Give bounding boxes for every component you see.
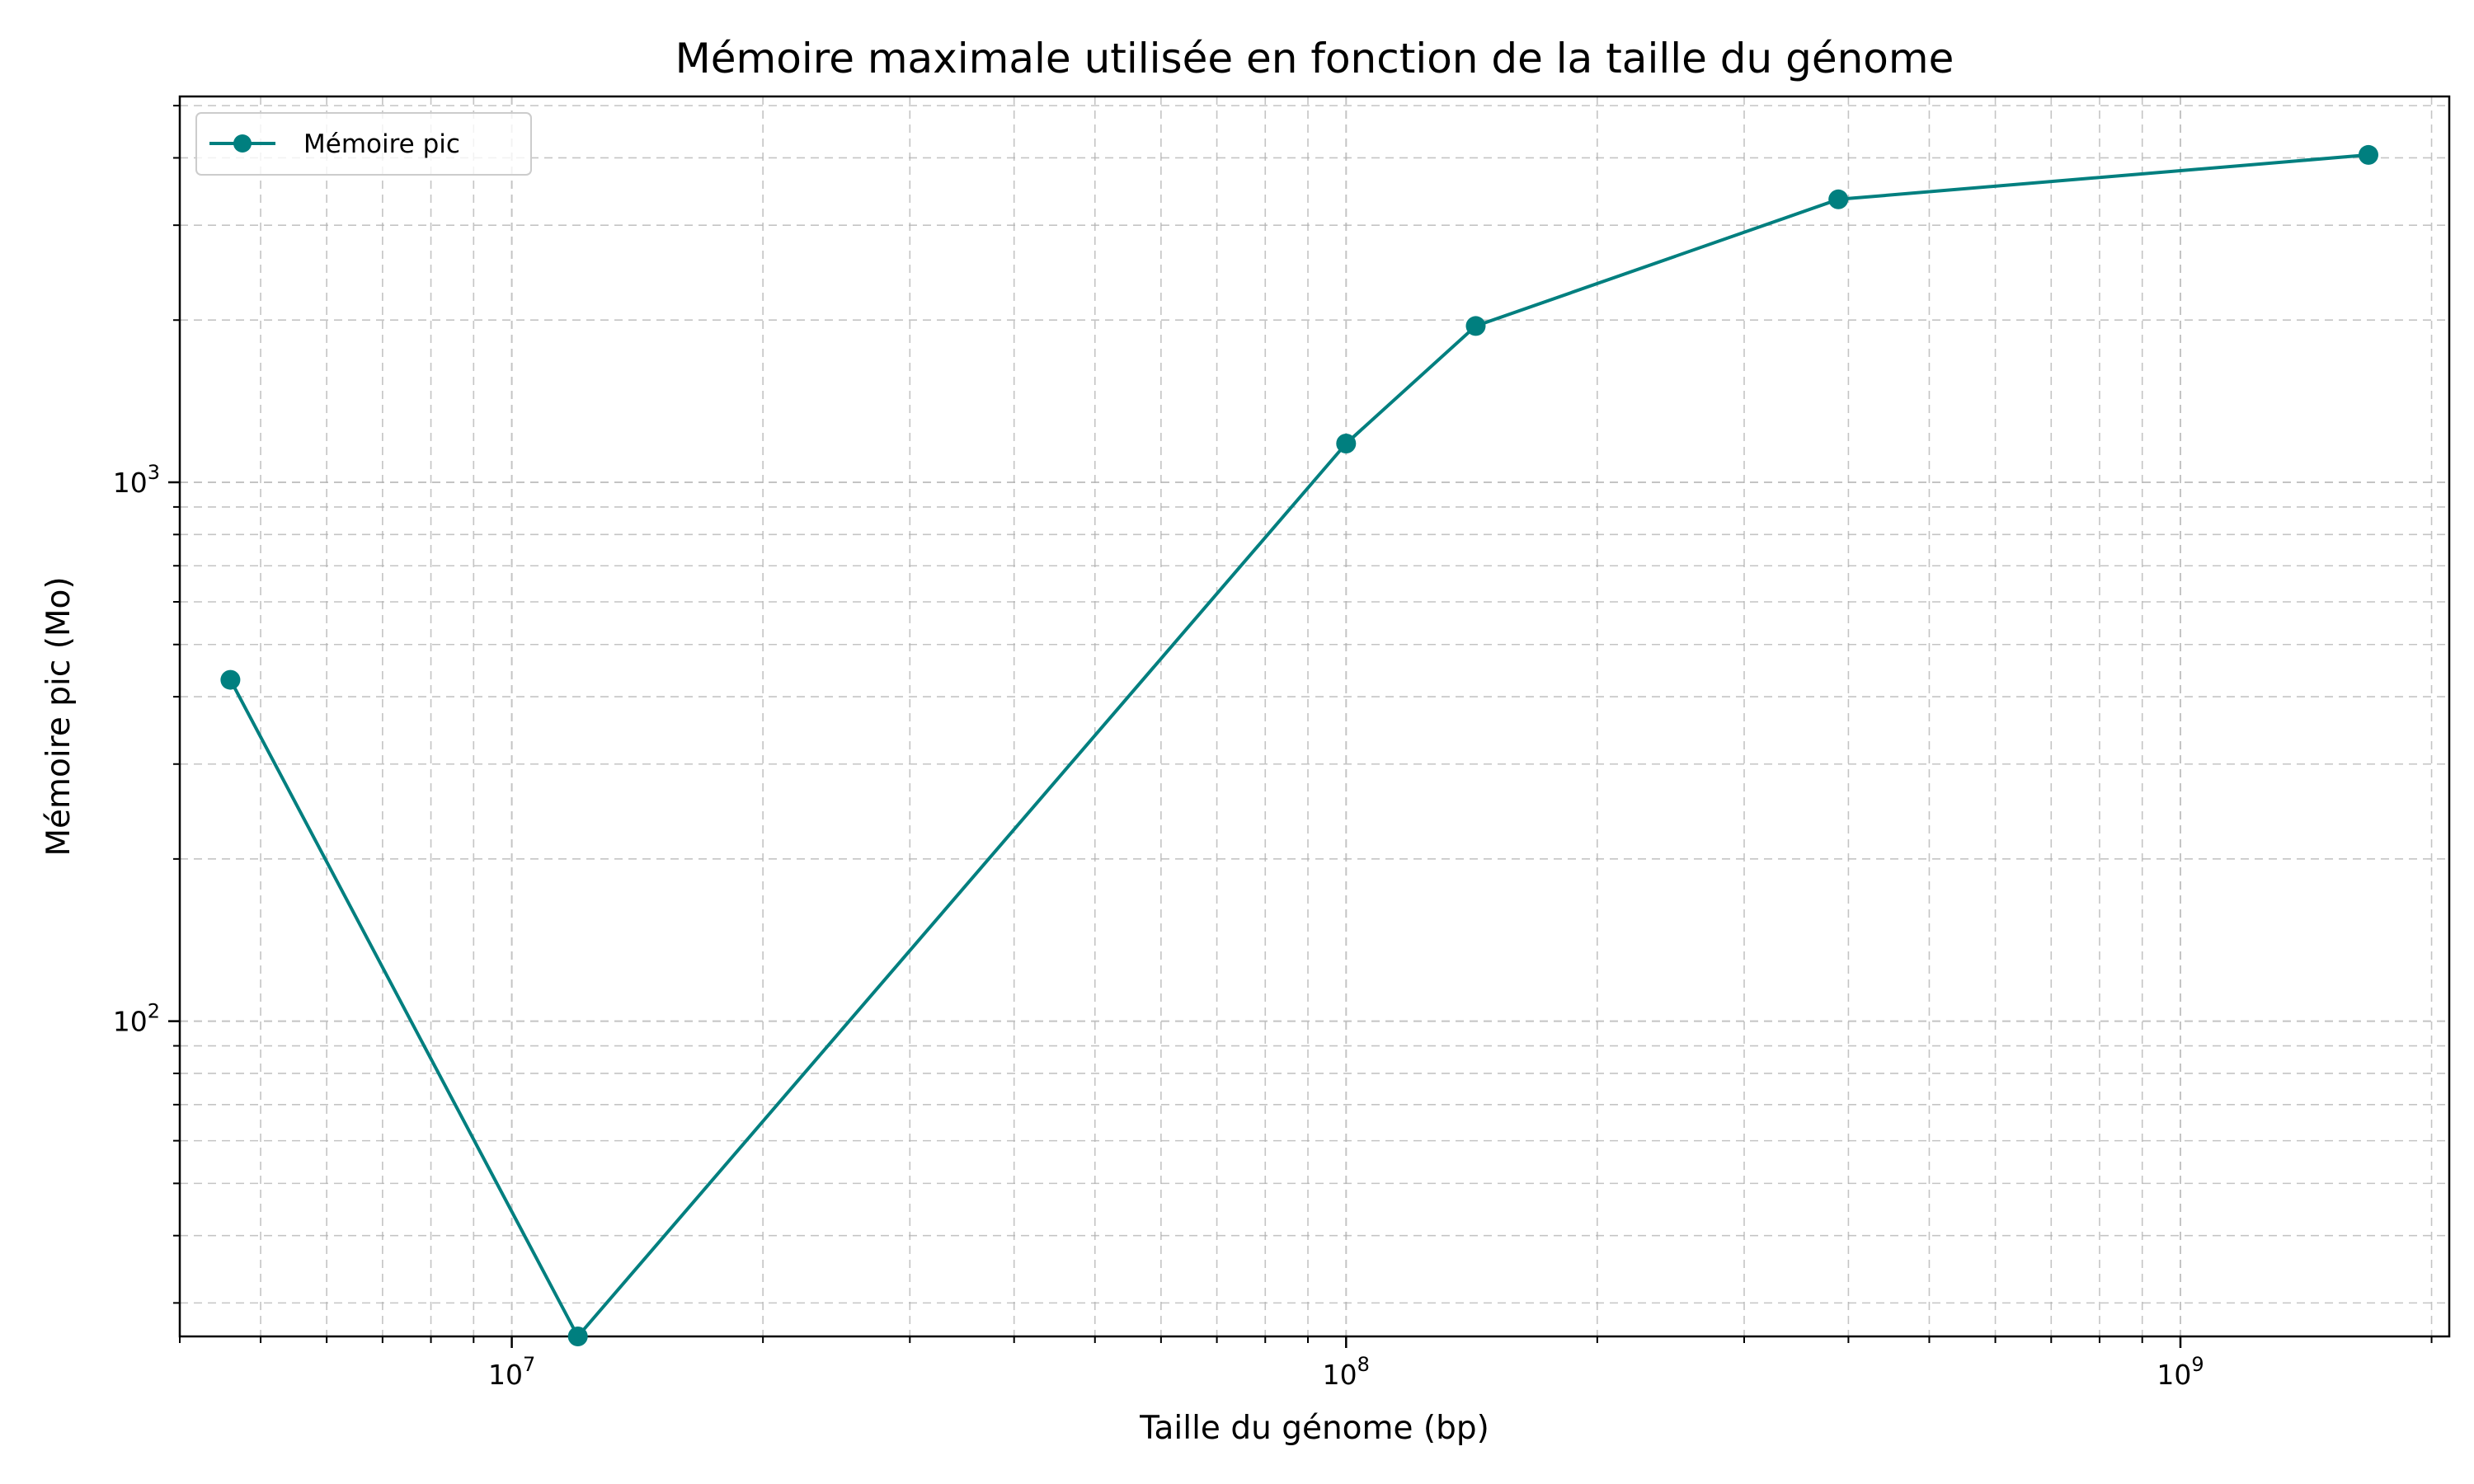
legend-label: Mémoire pic [303,129,460,159]
x-axis-label: Taille du génome (bp) [1139,1410,1489,1447]
y-tick-label: 103 [113,461,160,499]
legend: Mémoire pic [195,112,532,176]
legend-box [195,112,532,176]
legend-marker-swatch [233,134,252,153]
data-point [1336,434,1357,453]
x-tick-label: 108 [1323,1353,1370,1391]
x-tick-label: 109 [2157,1353,2204,1391]
axis-ticks: 107 108 109 102 103 [113,105,2433,1391]
y-tick-label: 102 [113,1000,160,1038]
grid [179,96,2449,1336]
data-point [567,1327,588,1346]
data-point [1828,189,1849,209]
data-point [2359,144,2378,165]
y-axis-label: Mémoire pic (Mo) [40,576,78,856]
series-layer [220,144,2378,1346]
data-point [1465,316,1486,336]
data-point [220,669,241,690]
series-line [228,153,2369,1338]
plot-frame [178,95,2451,1338]
x-tick-label: 107 [488,1353,535,1391]
chart-title: Mémoire maximale utilisée en fonction de… [675,35,1954,82]
